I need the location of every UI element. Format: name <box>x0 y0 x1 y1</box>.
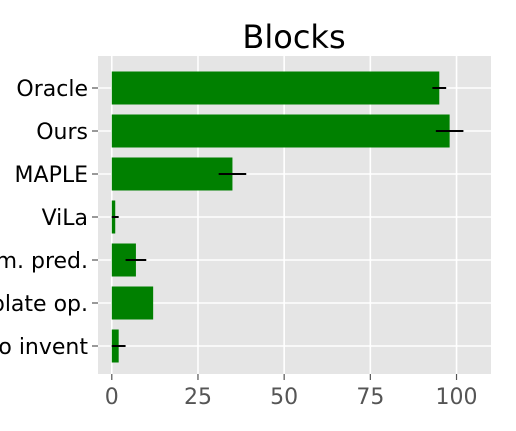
y-tick-label: MAPLE <box>15 163 88 188</box>
error-bars <box>111 87 464 347</box>
bar-plate-op- <box>111 286 154 320</box>
bar-ours <box>111 114 450 148</box>
plot-background <box>98 56 491 374</box>
bar-maple <box>111 157 233 191</box>
y-tick-label: plate op. <box>0 292 88 317</box>
y-tick-label: ViLa <box>42 206 88 231</box>
x-tick-label: 25 <box>184 385 212 410</box>
y-tick-label: Ours <box>36 120 88 145</box>
y-tick-label: o invent <box>0 335 88 360</box>
y-tick-labels: Oracle Ours MAPLE ViLa m. pred. plate op. o in… <box>0 77 98 360</box>
y-tick-label: Oracle <box>16 77 88 102</box>
chart-title: Blocks <box>242 18 345 56</box>
x-tick-label: 100 <box>436 385 478 410</box>
bar-oracle <box>111 71 440 105</box>
x-tick-label: 0 <box>105 385 119 410</box>
x-tick-labels: 0 25 50 75 100 <box>105 374 478 410</box>
x-tick-label: 50 <box>270 385 298 410</box>
x-tick-label: 75 <box>356 385 384 410</box>
y-tick-label: m. pred. <box>0 249 88 274</box>
